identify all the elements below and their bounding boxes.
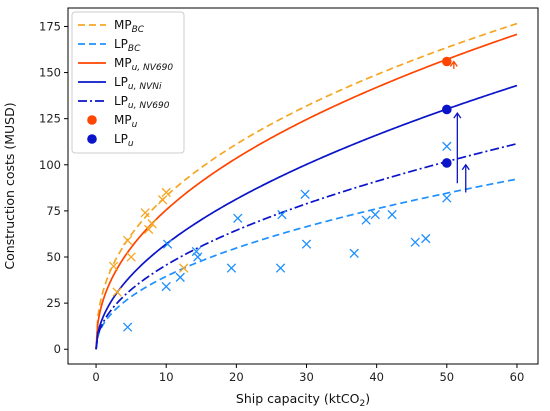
scatter-point-orange [161,187,171,198]
plot-frame [67,7,539,365]
scatter-point-orange [122,235,133,246]
scatter-point-blue [442,193,452,203]
scatter-point-orange [126,252,136,262]
series-line-lp_bc [95,178,518,350]
x-tick-label: 0 [92,370,99,384]
scatter-point-orange [140,208,150,218]
legend-label: MPu [114,113,138,130]
scatter-point-blue [233,213,243,223]
scatter-point-orange [147,219,157,229]
data-point-lp-u [442,104,452,115]
scatter-point-blue [421,233,431,244]
x-tick-label: 10 [159,370,174,384]
scatter-point-blue [277,209,287,220]
y-tick-label: 100 [39,158,61,172]
scatter-point-blue [191,246,202,257]
x-tick-label: 20 [229,370,244,384]
scatter-point-blue [175,272,185,282]
scatter-point-blue [122,322,133,332]
y-tick-label: 75 [46,204,61,218]
legend: MPBC LPBC MPu, NV690 LPu, NVNi LPu, NV690 MPu… [71,11,185,154]
legend-label: MPu, NV690 [114,56,173,73]
legend-box [71,11,185,154]
x-tick-label: 60 [510,370,525,384]
scatter-point-blue [275,263,286,273]
scatter-point-blue [387,209,397,220]
y-tick-label: 125 [39,112,61,126]
x-tick-label: 50 [439,370,454,384]
scatter-point-blue [361,215,371,225]
legend-label: LPu, NV690 [114,94,170,111]
data-point-mp-u [442,56,452,67]
x-axis-label: Ship capacity (ktCO2) [236,391,370,409]
series-line-lp_nv690 [95,142,518,350]
scatter-point-orange [144,224,154,235]
scatter-point-blue [161,281,171,292]
y-tick-label: 0 [54,342,61,356]
x-tick-label: 30 [299,370,314,384]
scatter-point-blue [301,239,312,249]
scatter-point-blue [349,248,359,258]
y-tick-label: 25 [46,296,61,310]
series-line-mp_bc [95,22,518,350]
scatter-point-blue [442,141,452,152]
arrow-head [449,60,458,67]
scatter-point-blue [410,237,420,247]
legend-label: LPu, NVNi [114,75,162,92]
scatter-point-blue [300,189,310,199]
legend-swatch [87,134,97,144]
scatter-point-blue [162,239,173,249]
arrow-head [461,163,470,171]
scatter-point-orange [158,195,168,205]
y-tick-label: 150 [39,66,61,80]
scatter-point-blue [226,263,237,273]
scatter-point-orange [112,287,122,297]
legend-swatch [87,115,97,125]
scatter-point-blue [370,209,380,220]
scatter-point-orange [179,263,189,273]
scatter-point-orange [108,261,119,271]
data-point-lp-u [442,158,452,168]
legend-label: LPu [114,132,134,149]
legend-label: LPBC [114,37,141,54]
arrow-head [453,112,462,119]
legend-label: MPBC [114,18,145,35]
axis-ticks: 0 10 20 30 40 50 60 0 25 50 75 100 125 150 175 [39,7,539,384]
x-tick-label: 40 [369,370,384,384]
y-tick-label: 50 [46,250,61,264]
scatter-point-blue [193,252,203,262]
plot-area [95,22,518,350]
y-axis-label: Construction costs (MUSD) [2,102,17,269]
y-tick-label: 175 [39,19,61,33]
